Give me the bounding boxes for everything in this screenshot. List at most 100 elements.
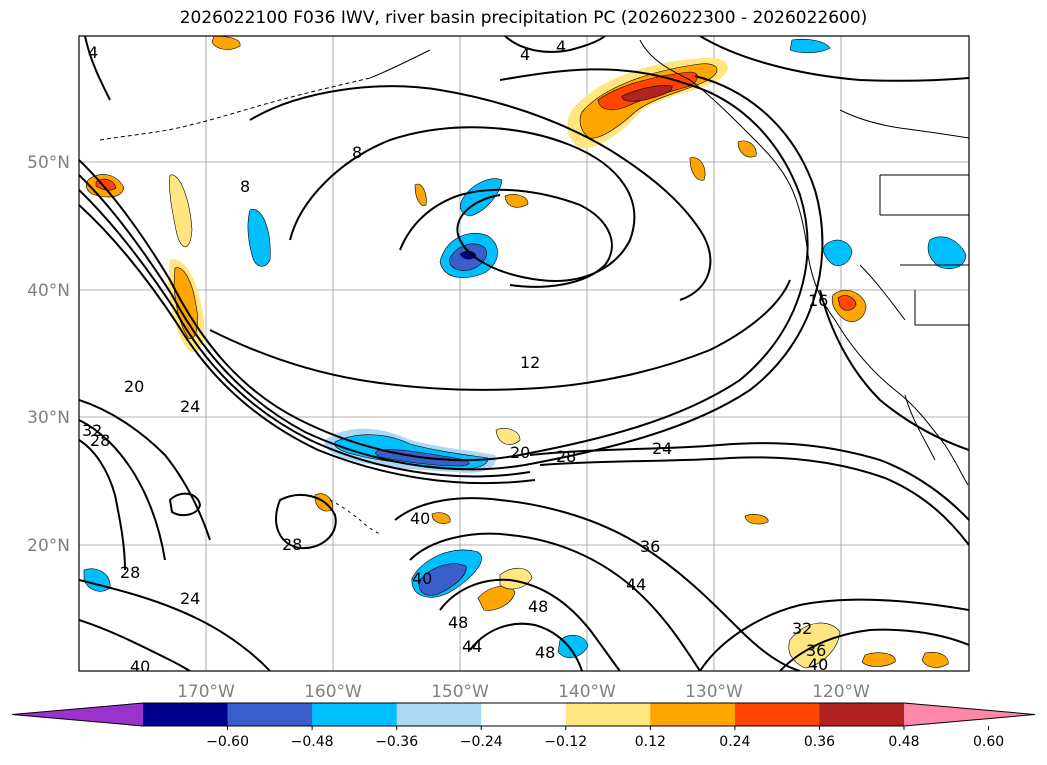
negative-area-west-mid <box>247 209 271 267</box>
contour-label: 8 <box>240 177 250 196</box>
map-background <box>79 36 969 671</box>
colorbar-segment <box>227 703 313 726</box>
lon-label: 120°W <box>812 682 870 702</box>
colorbar-tick-label: −0.60 <box>206 734 249 750</box>
contour-jet-1 <box>79 68 809 462</box>
colorbar-segment <box>819 703 905 726</box>
aleutian-islands <box>99 77 371 141</box>
positive-area-small-6 <box>689 157 706 181</box>
contour-jet-4 <box>79 204 536 485</box>
contour-label: 4 <box>88 43 98 62</box>
contour-label: 24 <box>180 589 200 608</box>
positive-area-small-3 <box>495 428 521 445</box>
contour-4-ne <box>699 36 969 82</box>
contour-label: 20 <box>510 443 530 462</box>
negative-area-top-right <box>789 38 831 54</box>
contour-label: 44 <box>462 637 482 656</box>
map-frame <box>78 35 970 672</box>
contour-label: 32 <box>82 421 102 440</box>
colorbar: −0.60 −0.48 −0.36 −0.24 −0.12 0.12 0.24 0.36 0.4… <box>11 702 1036 750</box>
contour-labels: 4 4 4 8 8 12 16 20 20 20 24 24 24 28 28 … <box>82 37 828 676</box>
lat-label: 30°N <box>27 408 70 428</box>
contour-20-west <box>79 399 211 541</box>
contour-40 <box>409 532 701 671</box>
contour-label: 28 <box>282 535 302 554</box>
contour-label: 28 <box>90 431 110 450</box>
lat-label: 40°N <box>27 281 70 301</box>
positive-area-west-north <box>169 174 193 248</box>
colorbar-tick-label: 0.36 <box>804 734 835 750</box>
contour-label: 24 <box>180 397 200 416</box>
contour-4-top <box>504 36 606 53</box>
colorbar-tick-label: −0.24 <box>460 734 503 750</box>
contour-jet-2 <box>79 75 824 471</box>
hawaiian-islands <box>329 499 381 535</box>
colorbar-segment <box>481 703 567 726</box>
contour-jet-3 <box>79 189 531 478</box>
lat-label: 50°N <box>27 153 70 173</box>
contour-label: 28 <box>120 563 140 582</box>
contour-label: 40 <box>130 657 150 676</box>
longitude-labels: 170°W 160°W 150°W 140°W 130°W 120°W <box>177 682 870 702</box>
contour-label: 40 <box>410 509 430 528</box>
negative-area-central-core <box>459 250 477 260</box>
colorbar-tick-label: 0.48 <box>888 734 919 750</box>
colorbar-extend-max <box>904 703 1035 726</box>
colorbar-tick-label: −0.36 <box>375 734 418 750</box>
negative-area-nw-coast <box>823 239 853 266</box>
contour-label: 4 <box>556 37 566 56</box>
iwv-contours <box>79 36 969 671</box>
baja-coastline <box>904 394 936 461</box>
contour-32-sw <box>79 579 271 671</box>
contour-label: 48 <box>528 597 548 616</box>
contour-16-coast <box>819 289 969 451</box>
positive-area-small-7 <box>737 140 757 158</box>
contour-24-east <box>529 442 969 521</box>
alaska-peninsula <box>369 49 431 79</box>
positive-area-california-core <box>837 295 857 311</box>
contour-label: 20 <box>124 377 144 396</box>
california-border <box>859 264 906 321</box>
lon-label: 160°W <box>304 682 362 702</box>
contour-label: 12 <box>520 353 540 372</box>
negative-area-south-east <box>557 634 589 658</box>
positive-area-south <box>477 585 516 611</box>
contour-28-east <box>539 456 969 546</box>
precipitation-shading <box>83 36 967 669</box>
contour-label: 36 <box>640 537 660 556</box>
positive-area-top <box>211 36 241 50</box>
contour-40-sw <box>79 619 191 671</box>
contour-32-se <box>699 598 969 671</box>
colorbar-segment <box>565 703 651 726</box>
negative-area-south-core <box>418 563 467 596</box>
contour-24-loop <box>168 492 202 517</box>
lon-label: 150°W <box>431 682 489 702</box>
colorbar-segment <box>650 703 736 726</box>
positive-area-alaska-peak <box>621 85 673 102</box>
contour-label: 28 <box>556 447 576 466</box>
contour-20-nw <box>84 36 111 101</box>
state-borders <box>879 175 969 326</box>
contour-12 <box>209 279 791 391</box>
latitude-labels: 50°N 40°N 30°N 20°N <box>27 153 70 556</box>
colorbar-tick-label: −0.12 <box>544 734 587 750</box>
contour-12-inner <box>399 188 613 288</box>
contour-label: 44 <box>626 575 646 594</box>
positive-area-se-2 <box>861 652 896 667</box>
contour-48 <box>469 622 583 671</box>
contour-label: 4 <box>520 45 530 64</box>
colorbar-segment <box>734 703 820 726</box>
colorbar-tick-label: −0.48 <box>291 734 334 750</box>
colorbar-outline <box>11 702 1036 727</box>
contour-label: 36 <box>806 641 826 660</box>
contour-label: 8 <box>352 143 362 162</box>
colorbar-segment <box>396 703 482 726</box>
colorbar-tick-label: 0.60 <box>973 734 1004 750</box>
contour-label: 40 <box>808 655 828 674</box>
contour-28-west <box>79 439 126 571</box>
canada-coastline <box>839 109 969 139</box>
lon-label: 140°W <box>558 682 616 702</box>
contour-44 <box>439 578 621 671</box>
colorbar-extend-min <box>12 703 143 726</box>
